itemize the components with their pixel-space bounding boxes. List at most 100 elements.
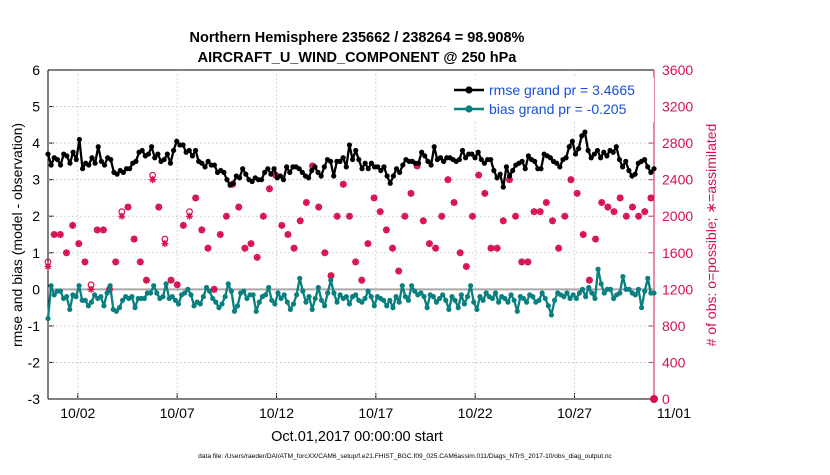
y-tick-label: 5 — [32, 99, 40, 115]
obs-assimilated-marker — [358, 276, 366, 284]
rmse-point — [258, 177, 265, 183]
bias-point — [523, 299, 530, 305]
bias-point — [284, 299, 290, 305]
rmse-point — [390, 173, 396, 179]
rmse-point — [632, 171, 638, 177]
bias-point — [222, 294, 228, 300]
rmse-point — [284, 164, 290, 170]
rmse-point — [349, 156, 356, 163]
rmse-point — [569, 138, 575, 144]
rmse-point — [79, 166, 86, 172]
bias-point — [393, 294, 399, 300]
rmse-point — [601, 149, 607, 155]
bias-point — [446, 306, 452, 313]
rmse-point — [48, 162, 54, 168]
bias-point — [244, 295, 250, 302]
obs-assimilated-marker — [216, 231, 224, 238]
obs-assimilated-marker — [130, 235, 138, 243]
obs-assimilated-marker — [118, 212, 126, 220]
rmse-point — [243, 171, 249, 177]
bias-point — [440, 292, 446, 298]
rmse-point — [645, 164, 651, 170]
bias-point — [281, 292, 287, 298]
bias-point — [92, 292, 98, 298]
rmse-point — [594, 147, 601, 154]
bias-point — [334, 299, 340, 305]
rmse-point — [186, 147, 192, 154]
rmse-point — [525, 153, 532, 159]
rmse-point — [155, 151, 161, 157]
bias-point — [132, 305, 138, 311]
obs-assimilated-marker — [561, 212, 569, 220]
obs-assimilated-marker — [622, 212, 630, 220]
bias-point — [458, 292, 464, 298]
rmse-point — [340, 155, 346, 161]
bias-point — [583, 294, 589, 300]
bias-point — [169, 294, 175, 300]
rmse-point — [613, 144, 619, 150]
obs-assimilated-marker — [647, 194, 655, 202]
y-tick-label: 4 — [32, 135, 40, 151]
x-axis-label: Oct.01,2017 00:00:00 start — [271, 429, 443, 445]
bias-point — [477, 294, 483, 300]
obs-assimilated-marker — [222, 212, 230, 220]
rmse-point — [428, 162, 434, 168]
obs-assimilated-marker — [253, 253, 261, 261]
bias-point — [325, 290, 331, 296]
rmse-point — [538, 166, 544, 172]
rmse-point — [133, 158, 139, 164]
bias-point — [272, 301, 278, 307]
rmse-point — [309, 167, 315, 174]
rmse-point — [205, 158, 211, 164]
obs-assimilated-marker — [173, 281, 181, 289]
bias-point — [480, 297, 486, 303]
bias-point — [573, 295, 579, 302]
bias-point — [632, 292, 638, 298]
y-axis-label: rmse and bias (model - observation) — [9, 123, 25, 347]
bias-point — [489, 295, 495, 302]
rmse-point — [161, 156, 167, 163]
obs-count-markers — [44, 162, 658, 403]
bias-point — [172, 297, 179, 303]
rmse-point — [127, 166, 133, 172]
rmse-point — [359, 166, 365, 172]
rmse-point — [287, 169, 293, 175]
rmse-point — [45, 151, 51, 157]
rmse-point — [315, 169, 321, 175]
bias-point — [210, 295, 216, 302]
bias-point — [175, 301, 182, 307]
obs-assimilated-marker — [616, 194, 624, 202]
bias-point — [213, 299, 219, 305]
y2-axis-label: # of obs: o=possible; ∗=assimilated — [703, 124, 719, 347]
bias-point — [542, 295, 548, 302]
bias-point — [116, 305, 123, 311]
rmse-point — [472, 155, 478, 161]
bias-point — [455, 305, 461, 311]
obs-assimilated-marker — [50, 231, 58, 238]
bias-point — [113, 308, 119, 314]
bias-point — [64, 294, 70, 300]
rmse-point — [441, 158, 447, 164]
obs-assimilated-marker — [112, 258, 120, 266]
rmse-point — [437, 155, 444, 161]
obs-assimilated-marker — [265, 185, 273, 193]
bias-point — [601, 290, 607, 296]
bias-point — [219, 301, 225, 307]
bias-point — [576, 290, 583, 296]
rmse-point — [554, 160, 560, 166]
rmse-point — [236, 175, 243, 181]
rmse-point — [327, 158, 334, 164]
obs-assimilated-marker — [192, 194, 200, 202]
bias-point — [98, 294, 104, 300]
bias-point — [119, 297, 126, 303]
obs-assimilated-marker — [475, 171, 483, 179]
obs-assimilated-marker — [419, 217, 427, 225]
rmse-point — [57, 162, 64, 168]
rmse-point — [280, 177, 287, 183]
bias-point — [331, 290, 337, 296]
bias-point — [253, 308, 259, 314]
bias-point — [250, 292, 256, 298]
bias-point — [387, 297, 393, 303]
bias-point — [626, 286, 632, 292]
obs-assimilated-marker — [302, 199, 310, 207]
